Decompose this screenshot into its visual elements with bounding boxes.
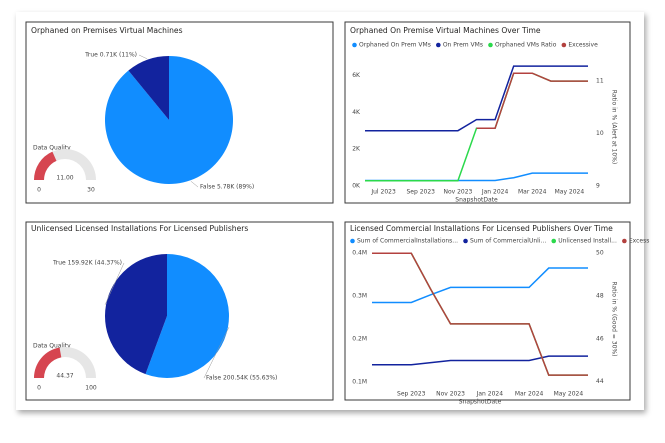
gauge-value: 11.00 — [56, 175, 73, 182]
x-tick-label: Nov 2023 — [436, 391, 465, 398]
legend-label: Excess — [629, 238, 649, 245]
legend-label: Sum of CommercialUnli... — [470, 238, 546, 245]
x-tick-label: Nov 2023 — [443, 189, 472, 196]
leader-line — [203, 326, 230, 379]
panel — [344, 21, 631, 204]
line-series — [372, 252, 588, 376]
x-tick-label: Sep 2023 — [407, 189, 436, 196]
data-label: False 200.54K (55.63%) — [206, 375, 277, 382]
pie-slice — [104, 254, 167, 375]
legend-label: Excessive — [568, 42, 598, 49]
x-tick-label: Jan 2024 — [476, 391, 504, 398]
legend-label: Orphaned VMs Ratio — [495, 42, 557, 49]
x-axis-title: SnapshotDate — [459, 399, 502, 406]
leader-line — [190, 181, 199, 188]
line-series — [365, 65, 588, 132]
line-series — [476, 72, 588, 130]
y2-tick-label: 44 — [596, 378, 604, 385]
x-tick-label: Jan 2024 — [481, 189, 509, 196]
legend-marker — [352, 42, 357, 48]
x-tick-label: May 2024 — [554, 391, 584, 398]
legend-marker — [350, 238, 355, 244]
leader-line — [138, 54, 148, 60]
legend-label: Sum of CommercialInstallations... — [357, 238, 458, 245]
legend-marker — [622, 238, 627, 244]
x-tick-label: Mar 2024 — [518, 189, 547, 196]
line-series — [372, 267, 588, 304]
gauge-max: 30 — [87, 187, 95, 194]
y-tick-label: 0.1M — [352, 378, 367, 385]
y2-tick-label: 9 — [596, 183, 600, 190]
pie-slice — [128, 56, 169, 120]
y-tick-label: 0K — [352, 183, 361, 190]
chart-title: Orphaned On Premise Virtual Machines Ove… — [350, 26, 541, 35]
legend-label: Orphaned On Prem VMs — [359, 42, 431, 49]
line-series — [372, 355, 588, 366]
data-label: False 5.78K (89%) — [200, 184, 254, 191]
y2-tick-label: 10 — [596, 130, 604, 137]
legend-marker — [561, 42, 567, 48]
x-tick-label: Sep 2023 — [397, 391, 426, 398]
chart-title: Licensed Commercial Installations For Li… — [350, 224, 613, 233]
x-tick-label: Jul 2023 — [370, 189, 396, 196]
legend-label: Unlicensed Install... — [558, 238, 617, 245]
y2-tick-label: 46 — [596, 335, 604, 342]
gauge-title: Data Quality — [33, 145, 71, 152]
x-tick-label: Mar 2024 — [515, 391, 544, 398]
legend-marker — [488, 42, 493, 48]
y-tick-label: 0.3M — [352, 293, 367, 300]
gauge-fill — [34, 347, 62, 378]
y2-tick-label: 50 — [596, 250, 604, 257]
legend-marker — [463, 238, 468, 244]
x-tick-label: May 2024 — [555, 189, 585, 196]
panel — [344, 221, 631, 401]
gauge-title: Data Quality — [33, 343, 71, 350]
x-axis-title: SnapshotDate — [455, 197, 498, 204]
legend-label: On Prem VMs — [443, 42, 483, 49]
chart-title: Unlicensed Licensed Installations For Li… — [31, 224, 248, 233]
legend-marker — [436, 42, 441, 48]
pie-slice — [145, 254, 229, 378]
gauge-fill — [34, 151, 57, 180]
y2-tick-label: 11 — [596, 78, 604, 85]
leader-line — [104, 262, 125, 306]
gauge-min: 0 — [37, 187, 41, 194]
y2-axis-title: Ratio in % (Alert at 10%) — [611, 90, 618, 164]
data-label: True 0.71K (11%) — [84, 52, 137, 59]
y-tick-label: 6K — [352, 72, 361, 79]
legend-marker — [551, 238, 557, 244]
gauge-value: 44.37 — [56, 373, 73, 380]
y-tick-label: 4K — [352, 109, 361, 116]
y-tick-label: 2K — [352, 146, 361, 153]
gauge-min: 0 — [37, 385, 41, 392]
data-label: True 159.92K (44.37%) — [52, 260, 122, 267]
chart-title: Orphaned on Premises Virtual Machines — [31, 26, 183, 35]
y-tick-label: 0.4M — [352, 250, 367, 257]
y2-tick-label: 48 — [596, 293, 604, 300]
y2-axis-title: Ratio in % (Good = 30%) — [611, 282, 618, 357]
y-tick-label: 0.2M — [352, 335, 367, 342]
gauge-max: 100 — [85, 385, 97, 392]
